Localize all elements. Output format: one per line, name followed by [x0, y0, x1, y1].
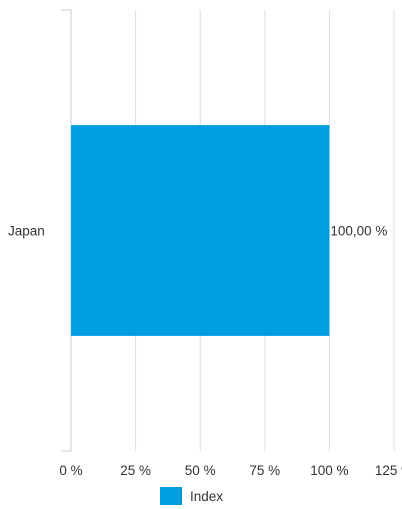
x-tick-label: 75 %: [249, 463, 280, 478]
bars: [71, 125, 330, 336]
data-labels: 100,00 %: [330, 224, 387, 239]
bar-japan[interactable]: [71, 125, 330, 336]
category-label: Japan: [8, 224, 45, 239]
category-labels: Japan: [8, 224, 45, 239]
y-axis-line: [61, 9, 72, 452]
x-tick-label: 0 %: [59, 463, 82, 478]
x-tick-labels: 0 % 25 % 50 % 75 % 100 % 125 %: [59, 463, 402, 478]
legend[interactable]: Index: [160, 486, 223, 506]
x-tick-label: 125 %: [375, 463, 402, 478]
x-tick-label: 100 %: [310, 463, 348, 478]
data-label: 100,00 %: [330, 224, 387, 239]
x-tick-label: 25 %: [120, 463, 151, 478]
x-tick-label: 50 %: [185, 463, 216, 478]
legend-swatch-index: [160, 487, 182, 505]
legend-label-index: Index: [190, 488, 224, 504]
